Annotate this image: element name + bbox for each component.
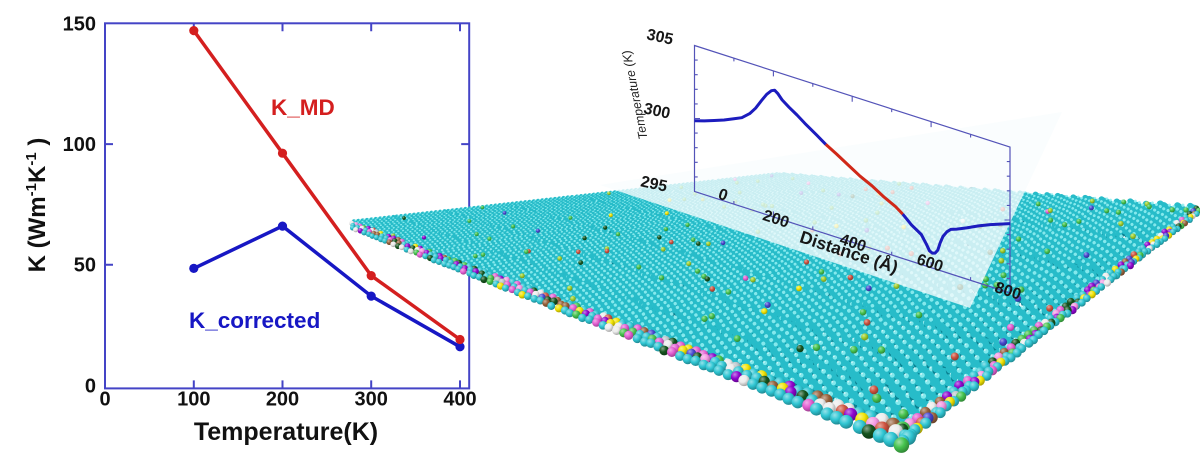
svg-text:K_corrected: K_corrected [189,308,320,333]
svg-text:300: 300 [355,389,388,411]
svg-text:305: 305 [645,26,675,48]
svg-text:400: 400 [443,389,476,411]
svg-text:0: 0 [85,375,96,397]
svg-text:100: 100 [177,389,210,411]
svg-text:Temperature(K): Temperature(K) [194,418,378,446]
svg-text:295: 295 [639,173,669,195]
svg-text:50: 50 [74,255,96,277]
svg-text:0: 0 [99,389,110,411]
svg-text:K_MD: K_MD [271,95,335,120]
svg-text:300: 300 [642,100,672,122]
svg-text:200: 200 [266,389,299,411]
svg-text:150: 150 [63,13,96,35]
svg-text:100: 100 [63,134,96,156]
